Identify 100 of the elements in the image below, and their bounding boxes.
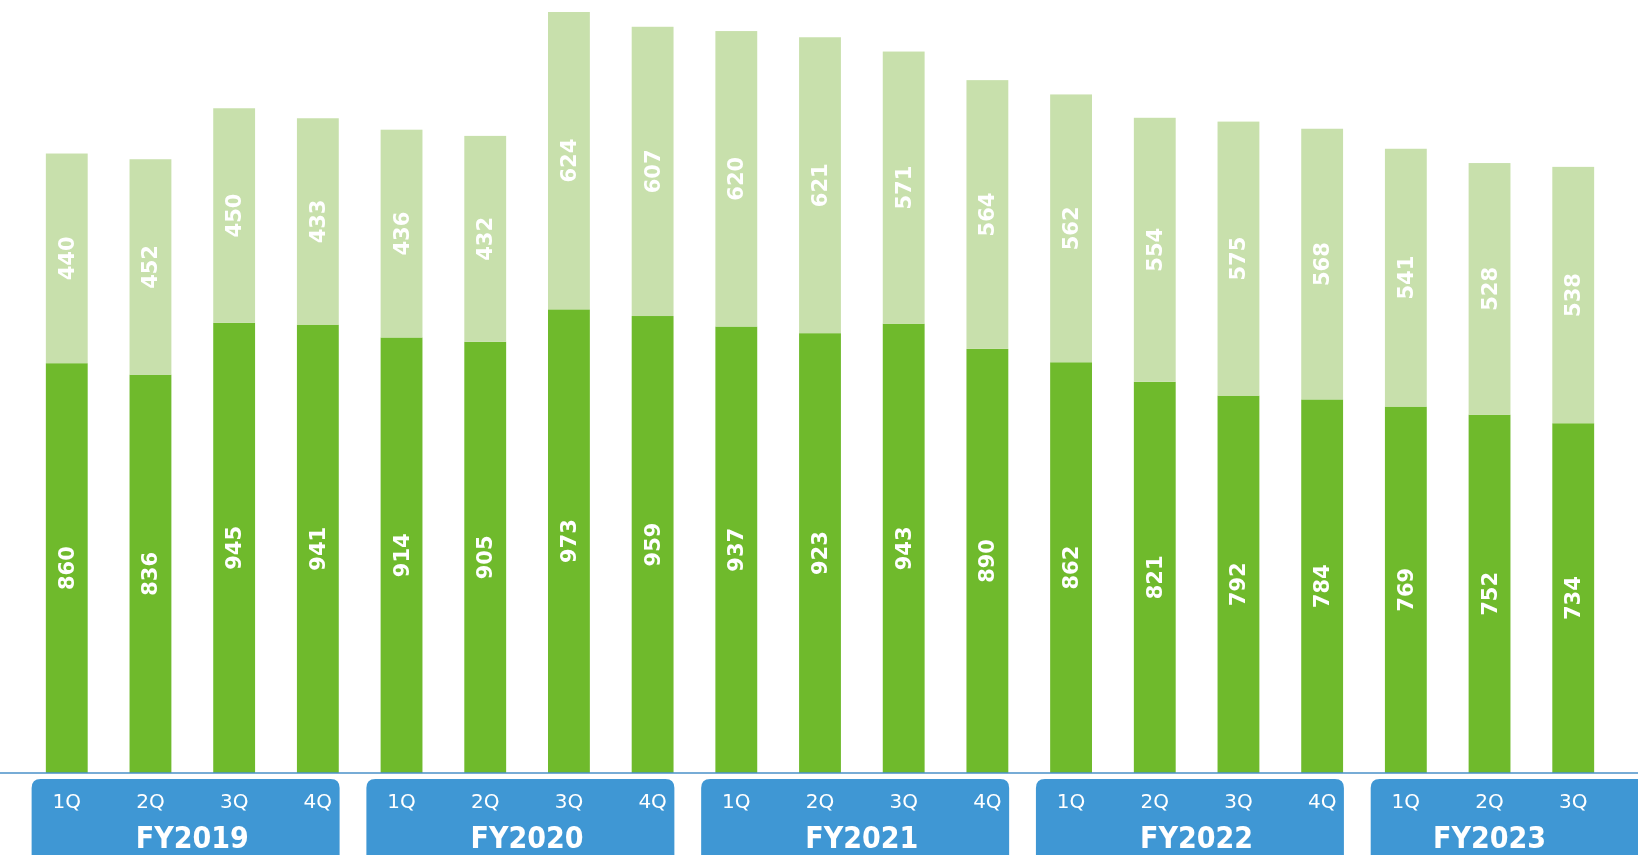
data-label: 905 xyxy=(473,535,498,580)
bar xyxy=(715,326,758,773)
data-label: 562 xyxy=(1059,206,1084,251)
bar xyxy=(1384,148,1427,407)
x-tick-label: 2Q xyxy=(805,789,835,813)
x-tick-label: 3Q xyxy=(889,789,918,813)
bar xyxy=(1384,406,1427,773)
bar xyxy=(129,374,172,773)
data-label: 452 xyxy=(138,245,163,289)
x-tick-label: 4Q xyxy=(638,789,667,813)
data-label: 941 xyxy=(305,526,330,571)
x-tick-label: 4Q xyxy=(303,789,333,813)
x-tick-label: 2Q xyxy=(1140,789,1169,813)
data-label: 571 xyxy=(891,165,916,210)
bar xyxy=(1301,128,1344,400)
data-label: 450 xyxy=(222,193,247,238)
bar xyxy=(966,80,1009,349)
bar xyxy=(1217,395,1260,773)
bar xyxy=(296,324,339,773)
bar xyxy=(1050,94,1092,363)
data-label: 432 xyxy=(473,216,498,261)
bar xyxy=(882,323,925,773)
bar xyxy=(631,26,674,317)
bar xyxy=(213,322,256,773)
data-label: 784 xyxy=(1310,564,1335,609)
bar xyxy=(1468,163,1511,415)
x-tick-label: 1Q xyxy=(52,789,81,813)
data-label: 433 xyxy=(305,199,330,244)
data-label: 890 xyxy=(975,539,1000,583)
bar xyxy=(45,363,88,773)
x-tick-label: 1Q xyxy=(722,789,751,813)
x-tick-label: 4Q xyxy=(973,789,1002,813)
x-tick-label: 1Q xyxy=(387,789,416,813)
bar xyxy=(1217,121,1260,396)
data-label: 541 xyxy=(1393,255,1418,300)
data-label: 769 xyxy=(1393,567,1418,612)
bar xyxy=(548,309,590,773)
text: FY2021 xyxy=(805,820,919,855)
data-label: 752 xyxy=(1477,571,1502,616)
bar xyxy=(966,348,1009,773)
data-label: 538 xyxy=(1561,273,1586,317)
x-tick-label: 3Q xyxy=(1559,789,1588,813)
bar xyxy=(1552,423,1595,773)
data-label: 973 xyxy=(556,519,581,564)
data-label: 821 xyxy=(1142,555,1167,600)
data-label: 440 xyxy=(54,236,79,281)
data-label: 937 xyxy=(724,527,749,572)
bar xyxy=(1133,381,1176,773)
data-label: 959 xyxy=(640,522,665,567)
text: FY2023 xyxy=(1432,820,1547,855)
data-label: 568 xyxy=(1310,242,1335,286)
data-label: 620 xyxy=(724,156,749,201)
x-tick-label: 1Q xyxy=(1056,789,1086,813)
bar xyxy=(1301,399,1344,773)
bar xyxy=(464,135,507,342)
data-label: 624 xyxy=(556,138,581,183)
x-tick-label: 3Q xyxy=(219,789,249,813)
text: FY2020 xyxy=(470,820,584,855)
bar xyxy=(1133,117,1176,382)
data-label: 564 xyxy=(975,192,1000,237)
bar xyxy=(1552,166,1595,424)
data-label: 945 xyxy=(222,525,247,570)
bar xyxy=(129,159,172,375)
bar xyxy=(1050,362,1092,773)
data-label: 914 xyxy=(389,533,414,578)
text: FY2019 xyxy=(135,820,249,855)
data-label: 860 xyxy=(54,546,79,591)
data-label: 943 xyxy=(891,526,916,571)
bar xyxy=(1468,414,1511,773)
bar xyxy=(631,316,674,773)
bar xyxy=(799,333,841,773)
data-label: 607 xyxy=(640,149,665,194)
x-tick-label: 4Q xyxy=(1307,789,1337,813)
x-tick-label: 2Q xyxy=(471,789,500,813)
bar xyxy=(548,12,590,310)
data-label: 923 xyxy=(808,531,832,576)
x-tick-label: 3Q xyxy=(1224,789,1253,813)
x-tick-label: 1Q xyxy=(1391,789,1421,813)
bar xyxy=(380,337,423,773)
bar xyxy=(464,341,507,773)
bar xyxy=(882,51,925,324)
bar xyxy=(213,108,256,323)
bar xyxy=(296,118,339,325)
x-tick-label: 2Q xyxy=(136,789,165,813)
data-label: 554 xyxy=(1142,227,1167,272)
data-label: 575 xyxy=(1226,236,1251,281)
x-tick-label: 3Q xyxy=(554,789,584,813)
bar xyxy=(45,153,88,364)
data-label: 734 xyxy=(1561,576,1586,621)
data-label: 621 xyxy=(808,163,832,208)
x-tick-label: 2Q xyxy=(1475,789,1504,813)
data-label: 862 xyxy=(1059,545,1084,590)
data-label: 528 xyxy=(1477,266,1502,311)
text: FY2022 xyxy=(1140,820,1254,855)
data-label: 792 xyxy=(1226,562,1251,607)
bar xyxy=(715,31,758,327)
data-label: 836 xyxy=(138,551,163,596)
bar xyxy=(380,129,423,338)
data-label: 436 xyxy=(389,211,414,256)
bar xyxy=(799,37,841,334)
